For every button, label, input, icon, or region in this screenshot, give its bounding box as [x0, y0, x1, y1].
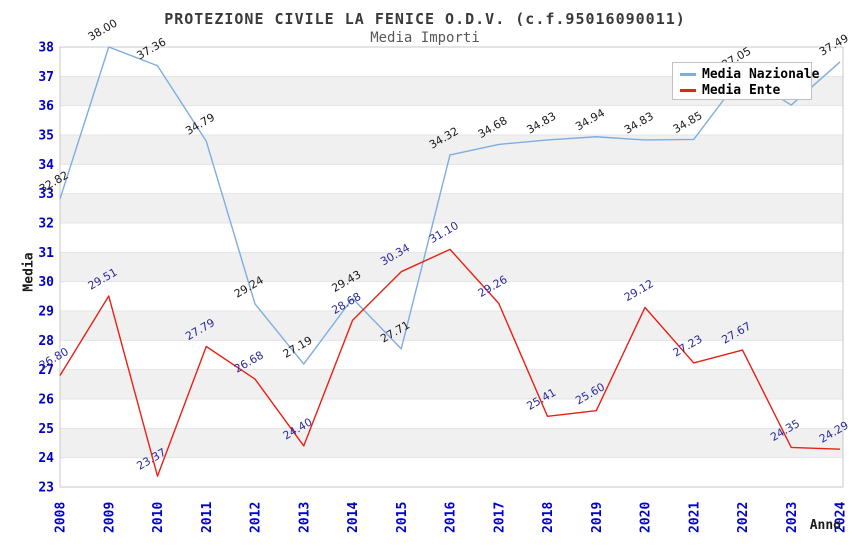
y-tick-label: 32: [38, 217, 54, 232]
grid-band: [60, 105, 843, 135]
y-axis-title: Media: [21, 252, 37, 292]
legend-item-media-nazionale: Media Nazionale: [680, 66, 819, 82]
y-tick-label: 31: [38, 246, 54, 261]
grid-band: [60, 164, 843, 194]
plot-border: [59, 46, 844, 488]
grid-band: [60, 281, 843, 311]
x-tick-label: 2011: [200, 502, 215, 533]
y-tick-label: 35: [38, 129, 54, 144]
x-tick-label: 2019: [590, 502, 605, 533]
legend-label-nazionale: Media Nazionale: [702, 66, 820, 82]
legend-swatch-ente: [680, 88, 696, 92]
y-tick-label: 29: [38, 305, 54, 320]
grid-band: [60, 457, 843, 487]
x-axis-title: Anno: [809, 518, 841, 533]
y-tick-label: 24: [38, 451, 54, 466]
series-line-media-ente: [59, 248, 841, 477]
y-tick-label: 28: [38, 334, 54, 349]
y-tick-label: 34: [38, 158, 54, 173]
x-tick-label: 2016: [444, 502, 459, 533]
chart-subtitle: Media Importi: [370, 30, 480, 46]
y-tick-label: 37: [38, 70, 54, 85]
grid-band: [60, 135, 843, 165]
x-tick-label: 2024: [834, 502, 849, 533]
grid-band: [60, 340, 843, 370]
x-tick-label: 2014: [346, 502, 361, 533]
x-tick-label: 2017: [492, 502, 507, 533]
x-tick-label: 2023: [785, 502, 800, 533]
x-tick-label: 2021: [687, 502, 702, 533]
x-tick-label: 2015: [395, 502, 410, 533]
chart-title: PROTEZIONE CIVILE LA FENICE O.D.V. (c.f.…: [164, 10, 686, 28]
grid-band: [60, 223, 843, 253]
legend-label-ente: Media Ente: [702, 82, 781, 98]
grid-band: [60, 399, 843, 429]
y-tick-label: 30: [38, 275, 54, 290]
y-tick-label: 36: [38, 99, 54, 114]
y-tick-label: 25: [38, 422, 54, 437]
grid-band: [60, 369, 843, 399]
x-tick-label: 2010: [151, 502, 166, 533]
x-tick-label: 2022: [736, 502, 751, 533]
x-tick-label: 2009: [102, 502, 117, 533]
series-line-media-nazionale: [59, 46, 841, 365]
grid-band: [60, 193, 843, 223]
grid-band: [60, 428, 843, 458]
legend-item-media-ente: Media Ente: [680, 82, 811, 98]
y-tick-label: 33: [38, 187, 54, 202]
y-tick-label: 26: [38, 393, 54, 408]
y-tick-label: 23: [38, 481, 54, 496]
grid-band: [60, 252, 843, 282]
y-tick-label: 27: [38, 363, 54, 378]
x-tick-label: 2020: [639, 502, 654, 533]
grid-band: [60, 311, 843, 341]
x-tick-label: 2013: [297, 502, 312, 533]
x-tick-label: 2012: [249, 502, 264, 533]
x-tick-label: 2018: [541, 502, 556, 533]
point-label: 38.00: [86, 17, 120, 44]
y-tick-label: 38: [38, 41, 54, 56]
legend-swatch-nazionale: [680, 72, 696, 76]
x-tick-label: 2008: [54, 502, 69, 533]
legend: Media Nazionale Media Ente: [672, 62, 819, 100]
